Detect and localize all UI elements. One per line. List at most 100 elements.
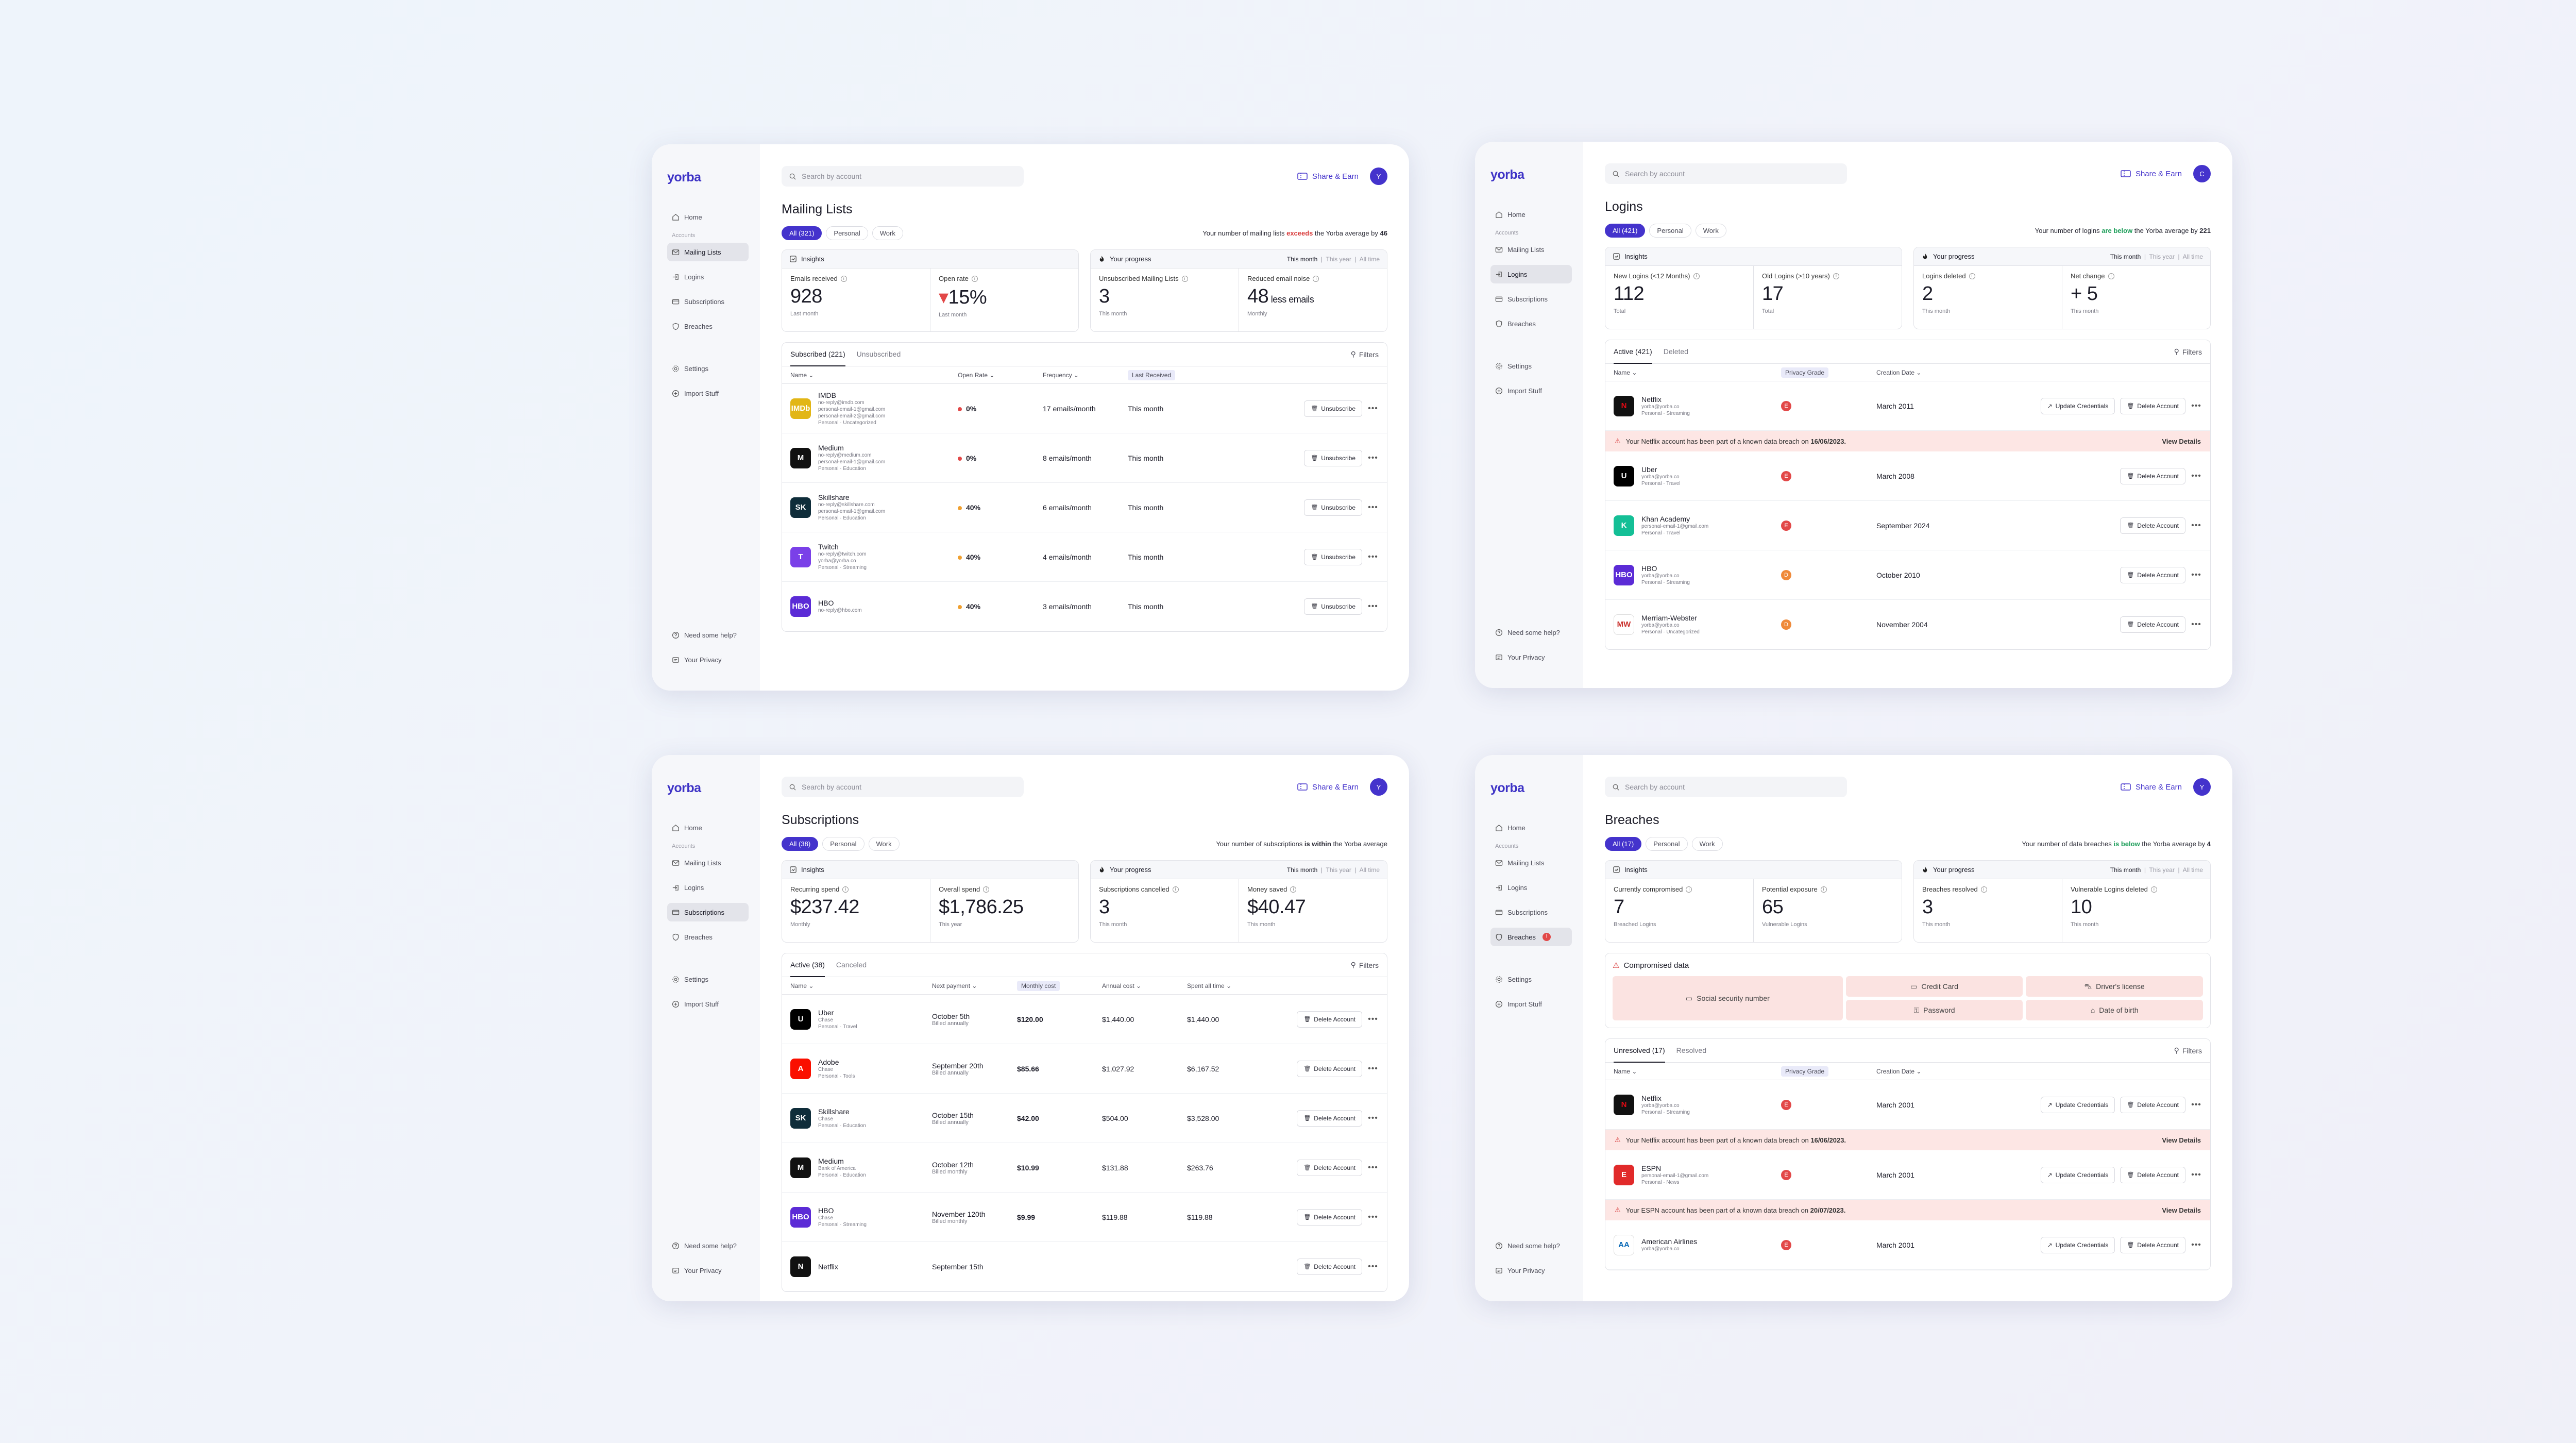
column-header-last-received[interactable]: Last Received xyxy=(1128,370,1231,380)
sidebar-item-logins[interactable]: Logins xyxy=(667,267,749,286)
more-options-icon[interactable]: ••• xyxy=(1368,502,1378,512)
more-options-icon[interactable]: ••• xyxy=(2191,619,2201,629)
table-row[interactable]: HBO HBO yorba@yorba.co Personal · Streaming… xyxy=(1605,550,2210,600)
more-options-icon[interactable]: ••• xyxy=(1368,1212,1378,1221)
more-options-icon[interactable]: ••• xyxy=(1368,601,1378,611)
more-options-icon[interactable]: ••• xyxy=(1368,1163,1378,1172)
column-header-creation-date[interactable]: Creation Date ⌄ xyxy=(1876,368,1922,376)
more-options-icon[interactable]: ••• xyxy=(1368,552,1378,561)
privacy-link[interactable]: Your Privacy xyxy=(1490,648,1572,666)
avatar[interactable]: Y xyxy=(1370,778,1387,796)
sidebar-item-import[interactable]: Import Stuff xyxy=(667,995,749,1013)
sidebar-item-settings[interactable]: Settings xyxy=(667,359,749,378)
filter-chip-personal[interactable]: Personal xyxy=(1649,224,1691,238)
sidebar-item-settings[interactable]: Settings xyxy=(667,970,749,988)
action-button[interactable]: 🗑 Delete Account xyxy=(1297,1110,1362,1127)
info-icon[interactable]: i xyxy=(840,275,847,282)
column-header-name[interactable]: Name ⌄ xyxy=(790,982,814,989)
action-button[interactable]: 🗑 Delete Account xyxy=(2120,1236,2185,1253)
action-button[interactable]: 🗑 Unsubscribe xyxy=(1304,449,1362,466)
update-credentials-button[interactable]: ↗ Update Credentials xyxy=(2040,1166,2115,1183)
action-button[interactable]: 🗑 Delete Account xyxy=(2120,566,2185,583)
more-options-icon[interactable]: ••• xyxy=(1368,1262,1378,1271)
info-icon[interactable]: i xyxy=(1686,886,1692,893)
action-button[interactable]: 🗑 Delete Account xyxy=(2120,1166,2185,1183)
column-header-privacy-grade[interactable]: Privacy Grade xyxy=(1781,1066,1876,1077)
info-icon[interactable]: i xyxy=(1833,273,1839,279)
info-icon[interactable]: i xyxy=(983,886,990,893)
share-earn-button[interactable]: Share & Earn xyxy=(1297,172,1359,181)
sidebar-item-subscriptions[interactable]: Subscriptions xyxy=(1490,290,1572,308)
period-toggle[interactable]: This month | This year | All time xyxy=(1286,866,1380,874)
info-icon[interactable]: i xyxy=(1969,273,1975,279)
more-options-icon[interactable]: ••• xyxy=(1368,1014,1378,1023)
logo[interactable]: yorba xyxy=(667,170,701,184)
action-button[interactable]: 🗑 Unsubscribe xyxy=(1304,548,1362,565)
sidebar-item-breaches[interactable]: Breaches! xyxy=(1490,928,1572,946)
more-options-icon[interactable]: ••• xyxy=(1368,1113,1378,1122)
period-toggle[interactable]: This month | This year | All time xyxy=(1286,255,1380,263)
filter-chip-all[interactable]: All (321) xyxy=(782,226,822,240)
sidebar-item-home[interactable]: Home xyxy=(667,818,749,837)
info-icon[interactable]: i xyxy=(1172,886,1179,893)
filters-button[interactable]: ⚲ Filters xyxy=(1350,350,1379,359)
column-header-spent-all-time[interactable]: Spent all time ⌄ xyxy=(1187,982,1232,989)
info-icon[interactable]: i xyxy=(1693,273,1700,279)
more-options-icon[interactable]: ••• xyxy=(2191,570,2201,579)
table-row[interactable]: A Adobe Chase Personal · Tools September 20t… xyxy=(782,1044,1387,1094)
table-row[interactable]: IMDb IMDB no-reply@imdb.com personal-email-… xyxy=(782,384,1387,433)
action-button[interactable]: 🗑 Unsubscribe xyxy=(1304,598,1362,615)
info-icon[interactable]: i xyxy=(2150,886,2157,893)
column-header-monthly-cost[interactable]: Monthly cost xyxy=(1017,980,1102,991)
column-header-open-rate[interactable]: Open Rate ⌄ xyxy=(958,371,995,379)
logo[interactable]: yorba xyxy=(1490,781,1524,795)
sidebar-item-mailing-lists[interactable]: Mailing Lists xyxy=(667,853,749,872)
column-header-creation-date[interactable]: Creation Date ⌄ xyxy=(1876,1067,1922,1075)
info-icon[interactable]: i xyxy=(842,886,849,893)
sidebar-item-mailing-lists[interactable]: Mailing Lists xyxy=(667,243,749,261)
privacy-link[interactable]: Your Privacy xyxy=(667,1261,749,1280)
table-row[interactable]: N Netflix yorba@yorba.co Personal · Streami… xyxy=(1605,1080,2210,1130)
column-header-privacy-grade[interactable]: Privacy Grade xyxy=(1781,367,1876,378)
tab-active[interactable]: Active (38) xyxy=(790,953,825,977)
table-row[interactable]: U Uber Chase Personal · Travel October 5th Bi… xyxy=(782,995,1387,1044)
info-icon[interactable]: i xyxy=(1181,275,1188,282)
action-button[interactable]: 🗑 Unsubscribe xyxy=(1304,400,1362,417)
filter-chip-personal[interactable]: Personal xyxy=(1646,837,1688,851)
privacy-link[interactable]: Your Privacy xyxy=(667,650,749,669)
sidebar-item-import[interactable]: Import Stuff xyxy=(1490,381,1572,400)
action-button[interactable]: 🗑 Delete Account xyxy=(2120,1096,2185,1113)
info-icon[interactable]: i xyxy=(971,275,978,282)
more-options-icon[interactable]: ••• xyxy=(1368,1064,1378,1073)
filters-button[interactable]: ⚲ Filters xyxy=(2174,347,2202,356)
avatar[interactable]: Y xyxy=(2193,778,2211,796)
action-button[interactable]: 🗑 Delete Account xyxy=(1297,1209,1362,1226)
table-row[interactable]: AA American Airlines yorba@yorba.co E March … xyxy=(1605,1220,2210,1270)
info-icon[interactable]: i xyxy=(2108,273,2114,279)
table-row[interactable]: HBO HBO Chase Personal · Streaming November … xyxy=(782,1193,1387,1242)
filter-chip-all[interactable]: All (421) xyxy=(1605,224,1646,238)
action-button[interactable]: 🗑 Delete Account xyxy=(1297,1011,1362,1028)
table-row[interactable]: N Netflix yorba@yorba.co Personal · Streami… xyxy=(1605,381,2210,431)
update-credentials-button[interactable]: ↗ Update Credentials xyxy=(2040,1096,2115,1113)
action-button[interactable]: 🗑 Delete Account xyxy=(2120,397,2185,414)
table-row[interactable]: T Twitch no-reply@twitch.com yorba@yorba.co… xyxy=(782,532,1387,582)
sidebar-item-import[interactable]: Import Stuff xyxy=(667,384,749,402)
compromised-item-credit-card[interactable]: ▭ Credit Card xyxy=(1845,976,2023,997)
sidebar-item-breaches[interactable]: Breaches xyxy=(667,928,749,946)
info-icon[interactable]: i xyxy=(1290,886,1297,893)
search-input[interactable]: Search by account xyxy=(782,777,1024,797)
help-link[interactable]: Need some help? xyxy=(667,626,749,644)
column-header-name[interactable]: Name ⌄ xyxy=(1614,1067,1637,1075)
table-row[interactable]: M Medium Bank of America Personal · Educati… xyxy=(782,1143,1387,1193)
search-input[interactable]: Search by account xyxy=(1605,777,1847,797)
more-options-icon[interactable]: ••• xyxy=(2191,521,2201,530)
table-row[interactable]: M Medium no-reply@medium.com personal-email… xyxy=(782,433,1387,483)
sidebar-item-breaches[interactable]: Breaches xyxy=(1490,314,1572,333)
tab-unsubscribed[interactable]: Unsubscribed xyxy=(856,349,901,358)
sidebar-item-logins[interactable]: Logins xyxy=(1490,878,1572,897)
table-row[interactable]: MW Merriam-Webster yorba@yorba.co Personal … xyxy=(1605,600,2210,649)
more-options-icon[interactable]: ••• xyxy=(2191,401,2201,410)
avatar[interactable]: C xyxy=(2193,165,2211,182)
filter-chip-work[interactable]: Work xyxy=(1695,224,1726,238)
